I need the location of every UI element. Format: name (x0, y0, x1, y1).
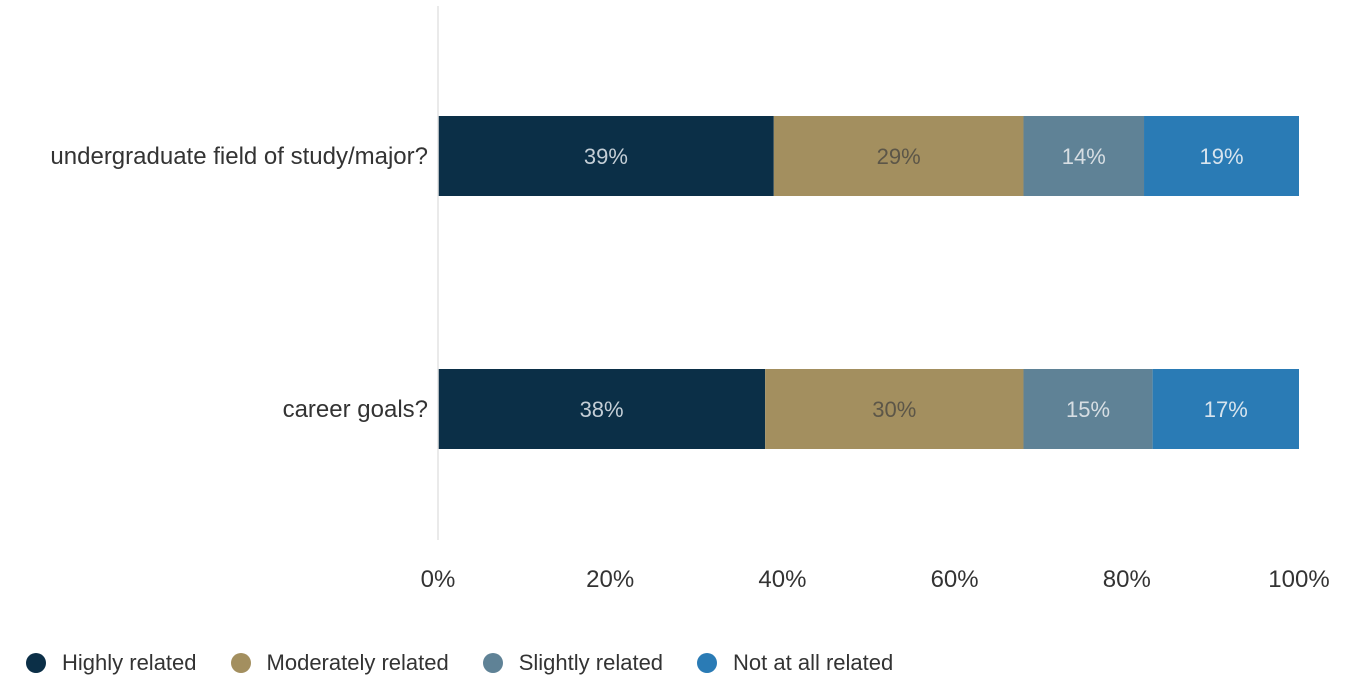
chart-plot: 39% 29% 14% 19% 38% 30% 15% 17% undergraduate f… (50, 6, 1330, 593)
legend-item-moderately-related: Moderately related (230, 650, 449, 675)
bar-segment-moderately-related-career-goals (765, 369, 1024, 449)
data-label-moderately-related-major: 29% (877, 144, 921, 169)
x-tick-label-40: 40% (758, 566, 806, 593)
bar-row-major: 39% 29% 14% 19% (438, 116, 1299, 196)
data-label-highly-related-career-goals: 38% (580, 397, 624, 422)
x-tick-labels: 0% 20% 40% 60% 80% 100% (421, 566, 1330, 593)
bar-segment-highly-related-major (438, 116, 774, 196)
category-labels: undergraduate field of study/major? caree… (50, 143, 428, 423)
legend-swatch-moderately-related (230, 653, 251, 673)
legend-item-not-at-all-related: Not at all related (697, 652, 893, 674)
x-tick-label-100: 100% (1268, 566, 1329, 593)
legend-item-highly-related: Highly related (26, 652, 197, 674)
legend-label-highly-related: Highly related (62, 650, 197, 675)
bar-segment-highly-related-career-goals (438, 369, 766, 449)
category-label-career-goals: career goals? (283, 396, 428, 423)
bar-row-career-goals: 38% 30% 15% 17% (438, 369, 1299, 449)
x-tick-label-80: 80% (1103, 566, 1151, 593)
data-label-moderately-related-career-goals: 30% (872, 397, 916, 422)
legend-label-moderately-related: Moderately related (266, 650, 449, 675)
x-tick-label-20: 20% (586, 566, 634, 593)
bar-segment-slightly-related-major (1023, 116, 1145, 196)
x-tick-label-0: 0% (421, 566, 456, 593)
bar-segment-moderately-related-major (773, 116, 1024, 196)
data-label-not-at-all-related-career-goals: 17% (1204, 397, 1248, 422)
legend-swatch-slightly-related (482, 653, 503, 673)
legend-label-not-at-all-related: Not at all related (733, 650, 894, 675)
x-tick-label-60: 60% (931, 566, 979, 593)
legend: Highly related Moderately related Slight… (0, 648, 927, 678)
bar-segment-not-at-all-related-major (1144, 116, 1299, 196)
legend-swatch-highly-related (26, 653, 46, 673)
bar-segment-slightly-related-career-goals (1023, 369, 1153, 449)
bars-layer: 39% 29% 14% 19% 38% 30% 15% 17% (438, 116, 1299, 449)
legend-label-slightly-related: Slightly related (518, 650, 664, 675)
data-label-slightly-related-major: 14% (1062, 144, 1106, 169)
legend-swatch-not-at-all-related (697, 653, 718, 673)
category-label-major: undergraduate field of study/major? (50, 143, 428, 170)
legend-item-slightly-related: Slightly related (482, 650, 664, 675)
data-label-slightly-related-career-goals: 15% (1066, 397, 1110, 422)
bar-segment-not-at-all-related-career-goals (1152, 369, 1299, 449)
data-label-highly-related-major: 39% (584, 144, 628, 169)
data-label-not-at-all-related-major: 19% (1199, 144, 1243, 169)
